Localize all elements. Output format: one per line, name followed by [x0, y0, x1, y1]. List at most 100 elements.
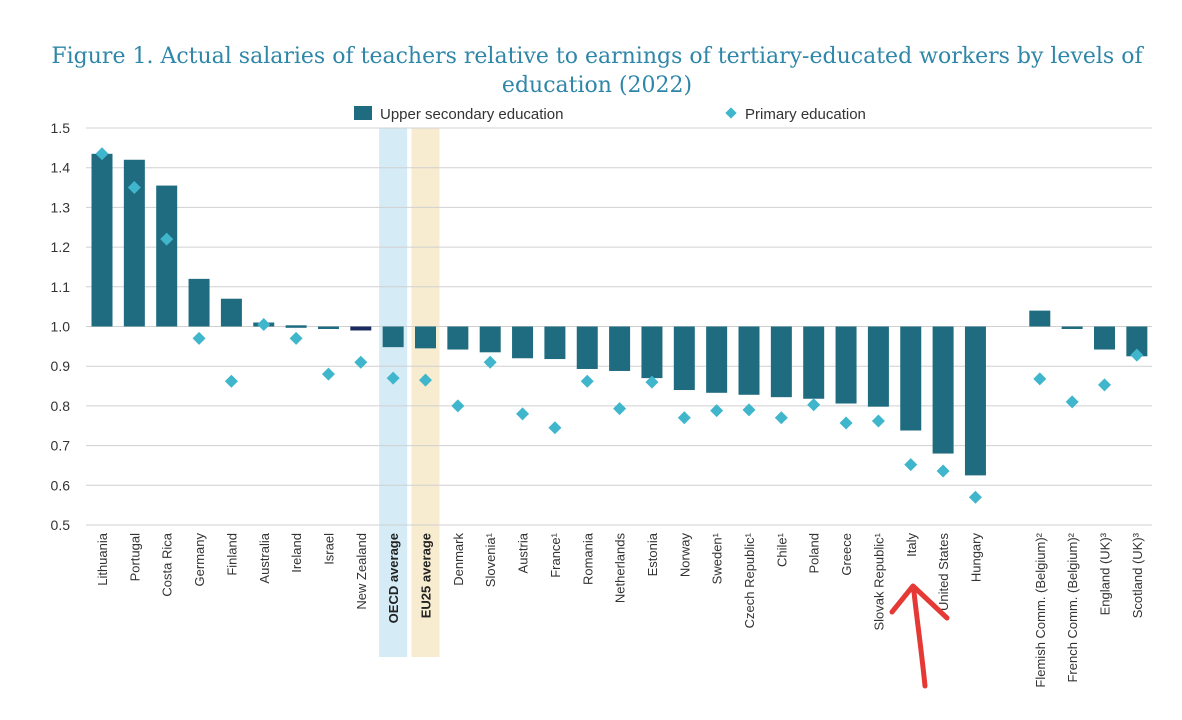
y-tick-label: 1.0: [51, 319, 71, 335]
bar-united-states: [932, 326, 954, 454]
bar-finland: [220, 298, 242, 327]
x-tick-label-italy: Italy: [904, 533, 919, 557]
x-tick-label-ireland: Ireland: [289, 533, 304, 573]
bar-oecd-average: [382, 326, 404, 348]
bar-poland: [803, 326, 825, 399]
bar-italy: [900, 326, 922, 431]
bar-greece: [835, 326, 857, 404]
point-french-comm-belgium: [1065, 395, 1079, 409]
point-sweden: [710, 404, 724, 418]
point-netherlands: [613, 402, 627, 416]
x-tick-label-oecd-average: OECD average: [386, 533, 401, 623]
points-primary: [95, 147, 1144, 504]
bar-portugal: [123, 159, 145, 327]
point-finland: [224, 374, 238, 388]
y-tick-label: 1.4: [51, 160, 71, 176]
point-eu25-average: [419, 373, 432, 387]
bar-france: [544, 326, 566, 360]
point-lithuania: [95, 147, 109, 161]
x-tick-label-czech-republic: Czech Republic¹: [742, 532, 757, 628]
point-hungary: [968, 490, 982, 504]
bar-slovak-republic: [867, 326, 889, 407]
x-tick-label-romania: Romania: [580, 532, 595, 585]
bar-eu25-average: [415, 326, 436, 349]
bar-england-uk: [1094, 326, 1115, 350]
point-slovenia: [483, 355, 497, 369]
x-tick-label-new-zealand: New Zealand: [354, 533, 369, 610]
legend-label-upper-secondary: Upper secondary education: [380, 106, 563, 123]
x-tick-label-costa-rica: Costa Rica: [160, 532, 175, 596]
x-tick-label-germany: Germany: [192, 533, 207, 587]
bars-upper-secondary: [91, 153, 1148, 476]
x-tick-label-portugal: Portugal: [127, 533, 142, 582]
legend: Upper secondary education Primary educat…: [354, 106, 866, 123]
x-tick-label-australia: Australia: [257, 532, 272, 583]
y-tick-label: 0.8: [51, 398, 71, 414]
bar-lithuania: [91, 153, 113, 327]
bar-israel: [317, 326, 339, 329]
bar-estonia: [641, 326, 663, 379]
y-tick-label: 1.1: [51, 279, 71, 295]
point-scotland-uk: [1130, 348, 1144, 362]
bar-austria: [512, 326, 534, 359]
bar-denmark: [447, 326, 469, 350]
x-tick-label-netherlands: Netherlands: [613, 533, 628, 604]
x-tick-label-estonia: Estonia: [645, 532, 660, 576]
x-tick-label-england-uk: England (UK)³: [1098, 532, 1113, 615]
point-england-uk: [1098, 378, 1111, 392]
bar-chile: [770, 326, 792, 398]
point-australia: [257, 318, 271, 332]
point-norway: [677, 411, 691, 425]
y-tick-label: 0.9: [51, 358, 71, 374]
point-flemish-comm-belgium: [1033, 372, 1047, 386]
bar-french-comm-belgium: [1061, 326, 1083, 329]
point-czech-republic: [742, 403, 756, 417]
x-tick-label-israel: Israel: [321, 533, 336, 565]
chart-title-line-2: education (2022): [502, 73, 692, 98]
bar-hungary: [964, 326, 986, 476]
point-portugal: [127, 181, 141, 195]
point-italy: [904, 458, 918, 472]
x-tick-label-denmark: Denmark: [451, 533, 466, 586]
legend-swatch-upper-secondary: [354, 106, 372, 120]
y-tick-label: 1.5: [51, 120, 71, 136]
highlight-band-eu25-average: [411, 128, 440, 657]
x-tick-label-slovak-republic: Slovak Republic¹: [871, 532, 886, 630]
bar-slovenia: [479, 326, 501, 353]
point-germany: [192, 331, 206, 345]
point-greece: [839, 416, 853, 430]
point-chile: [774, 411, 788, 425]
point-new-zealand: [354, 355, 368, 369]
y-axis-tick-labels: 1.5 1.4 1.3 1.2 1.1 1.0 0.9 0.8 0.7 0.6 0.5: [51, 120, 71, 533]
y-tick-label: 0.5: [51, 517, 71, 533]
bar-flemish-comm-belgium: [1029, 310, 1051, 327]
x-tick-label-slovenia: Slovenia¹: [483, 532, 498, 587]
chart-title-line-1: Figure 1. Actual salaries of teachers re…: [51, 44, 1144, 69]
bar-germany: [188, 278, 210, 327]
legend-marker-primary: [725, 107, 737, 119]
point-oecd-average: [386, 371, 400, 385]
y-tick-label: 1.3: [51, 199, 71, 215]
x-tick-label-poland: Poland: [807, 533, 822, 573]
point-slovak-republic: [871, 414, 885, 428]
x-tick-label-france: France¹: [548, 532, 563, 577]
x-tick-label-united-states: United States: [936, 533, 951, 612]
x-tick-label-eu25-average: EU25 average: [419, 533, 434, 618]
point-estonia: [645, 375, 659, 389]
bar-norway: [673, 326, 695, 391]
bar-scotland-uk: [1126, 326, 1148, 357]
bar-sweden: [706, 326, 728, 393]
point-romania: [580, 374, 594, 388]
x-tick-label-finland: Finland: [224, 533, 239, 576]
x-tick-label-sweden: Sweden¹: [710, 532, 725, 584]
x-tick-label-chile: Chile¹: [774, 532, 789, 567]
y-tick-label: 0.7: [51, 438, 71, 454]
x-tick-label-greece: Greece: [839, 533, 854, 576]
annotation-arrow-icon: [889, 583, 950, 689]
legend-label-primary: Primary education: [745, 106, 866, 123]
x-tick-label-austria: Austria: [516, 532, 531, 573]
bar-czech-republic: [738, 326, 760, 395]
y-tick-label: 0.6: [51, 477, 71, 493]
bar-costa-rica: [156, 185, 178, 327]
